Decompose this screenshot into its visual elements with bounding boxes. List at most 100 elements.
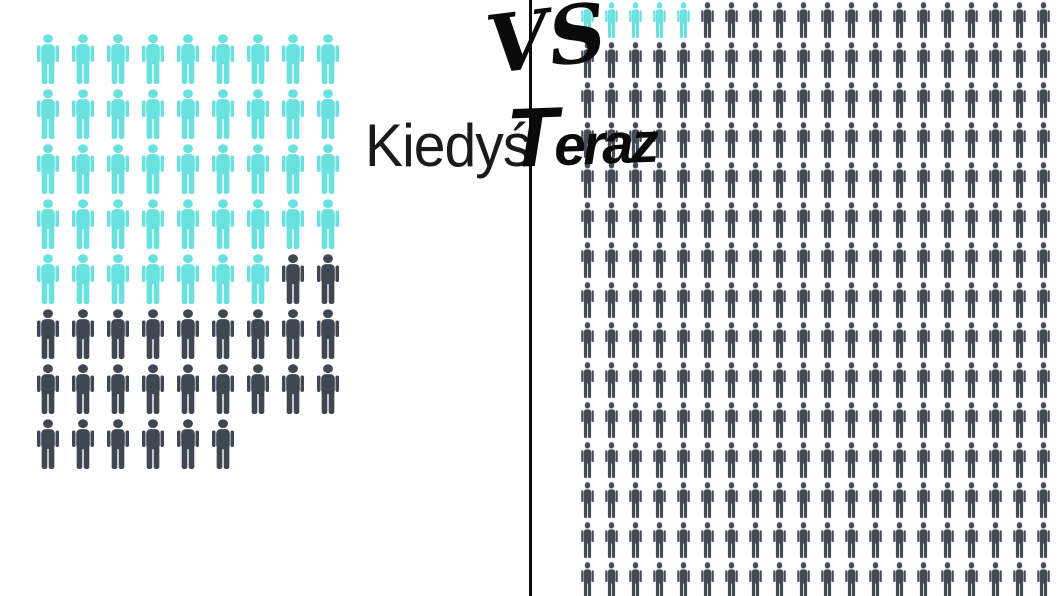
person-icon: [821, 202, 834, 238]
person-icon: [989, 242, 1002, 278]
person-icon: [869, 562, 882, 596]
person-icon: [773, 162, 786, 198]
person-icon: [176, 144, 200, 194]
person-icon: [176, 89, 200, 139]
person-icon: [677, 82, 690, 118]
person-icon: [581, 482, 594, 518]
person-icon: [845, 2, 858, 38]
person-icon: [965, 322, 978, 358]
person-icon: [869, 482, 882, 518]
person-icon: [653, 562, 666, 596]
person-icon: [965, 2, 978, 38]
person-icon: [176, 364, 200, 414]
person-icon: [653, 242, 666, 278]
person-icon: [989, 322, 1002, 358]
person-icon: [701, 442, 714, 478]
person-icon: [581, 362, 594, 398]
person-icon: [701, 482, 714, 518]
person-icon: [1037, 362, 1050, 398]
person-icon: [917, 162, 930, 198]
person-icon: [749, 562, 762, 596]
person-icon: [316, 254, 340, 304]
person-icon: [281, 144, 305, 194]
person-icon: [211, 199, 235, 249]
person-icon: [869, 202, 882, 238]
person-icon: [845, 82, 858, 118]
person-icon: [893, 402, 906, 438]
person-icon: [797, 2, 810, 38]
person-icon: [36, 89, 60, 139]
person-icon: [605, 282, 618, 318]
person-icon: [869, 282, 882, 318]
person-icon: [701, 202, 714, 238]
teraz-label-rest: eraz: [552, 110, 658, 179]
person-icon: [725, 522, 738, 558]
person-icon: [917, 402, 930, 438]
person-icon: [965, 442, 978, 478]
person-icon: [941, 282, 954, 318]
person-icon: [653, 482, 666, 518]
person-icon: [1013, 362, 1026, 398]
person-icon: [677, 562, 690, 596]
person-icon: [677, 162, 690, 198]
person-icon: [1037, 242, 1050, 278]
teraz-label-initial: T: [504, 89, 556, 185]
person-icon: [246, 309, 270, 359]
person-icon: [845, 282, 858, 318]
person-icon: [797, 482, 810, 518]
person-icon: [989, 2, 1002, 38]
person-icon: [629, 482, 642, 518]
person-icon: [821, 562, 834, 596]
person-icon: [821, 362, 834, 398]
person-icon: [605, 322, 618, 358]
person-icon: [941, 562, 954, 596]
person-icon: [845, 242, 858, 278]
person-icon: [701, 522, 714, 558]
person-icon: [1013, 482, 1026, 518]
person-icon: [106, 419, 130, 469]
person-icon: [941, 402, 954, 438]
person-icon: [1037, 82, 1050, 118]
person-icon: [141, 89, 165, 139]
person-icon: [941, 322, 954, 358]
person-icon: [629, 2, 642, 38]
person-icon: [176, 199, 200, 249]
person-icon: [797, 522, 810, 558]
person-icon: [941, 362, 954, 398]
person-icon: [141, 309, 165, 359]
person-icon: [36, 419, 60, 469]
person-icon: [773, 202, 786, 238]
person-icon: [725, 42, 738, 78]
person-icon: [821, 322, 834, 358]
person-icon: [629, 42, 642, 78]
person-icon: [821, 402, 834, 438]
person-icon: [845, 202, 858, 238]
person-icon: [629, 282, 642, 318]
person-icon: [1013, 242, 1026, 278]
person-icon: [773, 402, 786, 438]
person-icon: [989, 162, 1002, 198]
person-icon: [1037, 202, 1050, 238]
person-icon: [677, 322, 690, 358]
person-icon: [821, 162, 834, 198]
person-icon: [36, 144, 60, 194]
person-icon: [1013, 282, 1026, 318]
person-icon: [141, 364, 165, 414]
person-icon: [965, 362, 978, 398]
person-icon: [893, 82, 906, 118]
person-icon: [869, 322, 882, 358]
vs-label: VS: [481, 0, 612, 93]
person-icon: [749, 442, 762, 478]
person-icon: [211, 89, 235, 139]
person-icon: [941, 162, 954, 198]
person-icon: [869, 442, 882, 478]
person-icon: [749, 82, 762, 118]
person-icon: [917, 562, 930, 596]
person-icon: [677, 2, 690, 38]
person-icon: [749, 242, 762, 278]
person-icon: [773, 322, 786, 358]
person-icon: [653, 522, 666, 558]
person-icon: [1037, 562, 1050, 596]
person-icon: [725, 202, 738, 238]
